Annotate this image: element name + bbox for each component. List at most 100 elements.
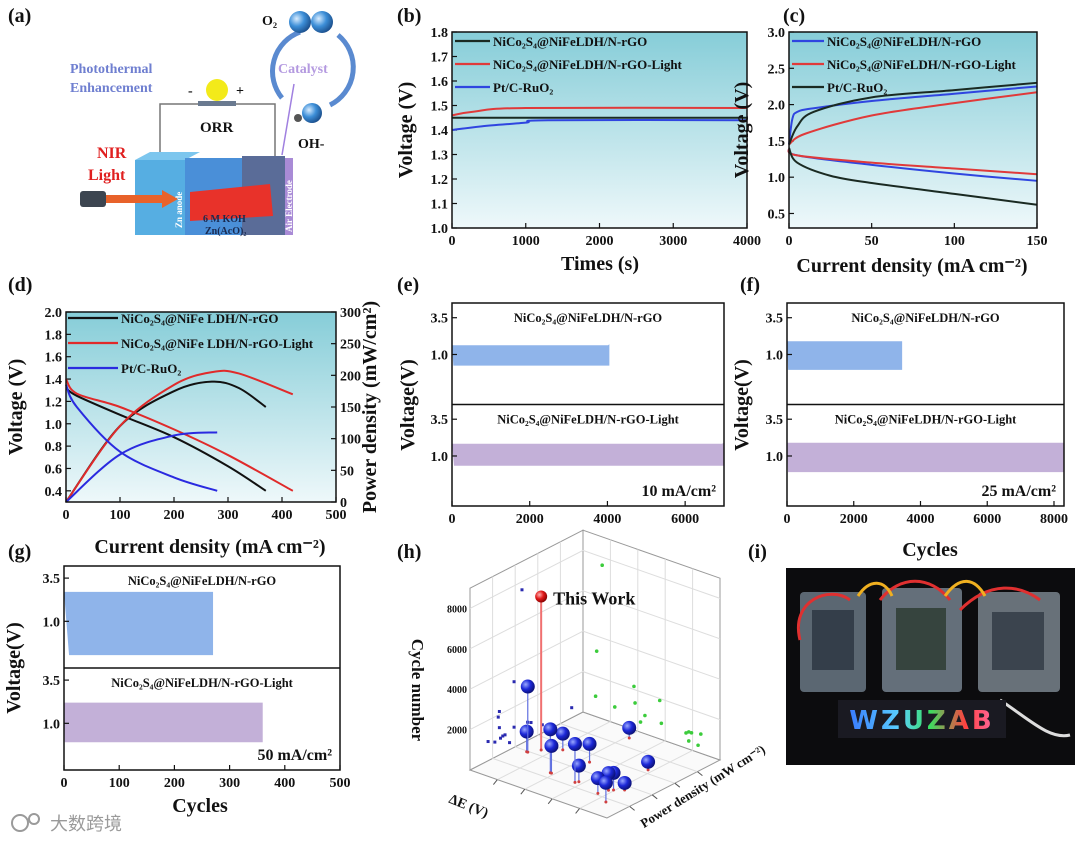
left-wall-projection: [503, 733, 507, 737]
floor-projection: [627, 736, 631, 740]
x-tick-label: 3000: [659, 234, 687, 249]
plot-frame: [786, 302, 1065, 507]
right-wall-projection: [643, 713, 647, 718]
yellow-wire: [856, 579, 987, 597]
panel-label-a: (a): [8, 5, 31, 27]
koh-text: 6 M KOH: [203, 214, 246, 225]
y-tick-label: 2.0: [768, 99, 786, 114]
y2-tick-label: 250: [340, 338, 361, 353]
x-tick-label: 100: [109, 776, 130, 791]
this-work-label: This Work: [553, 589, 635, 609]
plot-area: [452, 32, 747, 228]
y2-tick-label: 150: [340, 401, 361, 416]
right-wall-projection: [632, 684, 636, 689]
data-point: [555, 726, 570, 741]
panel-label: (g): [8, 541, 31, 563]
x-tick-label: 4000: [733, 234, 761, 249]
right-wall-projection: [699, 732, 703, 736]
y-tick-label: 1.0: [431, 348, 449, 363]
y-tick-label: 0.4: [45, 485, 63, 500]
x-axis-label: ΔE (V): [446, 792, 490, 821]
zn-salt-text: Zn(AcO)₂: [205, 226, 246, 237]
y-tick-label: 1.0: [431, 222, 449, 237]
y-tick-label: 3.5: [43, 572, 61, 587]
legend-entry: NiCo₂S₄@NiFeLDH/N-rGO-Light: [493, 57, 683, 72]
plot-frame: [65, 311, 337, 503]
x-tick-label: 2000: [586, 234, 614, 249]
left-wall-projection: [486, 740, 490, 744]
left-wall-projection: [520, 588, 524, 592]
x-tick-label: 0: [63, 508, 70, 523]
y-tick-label: 1.8: [431, 26, 449, 41]
x-tick-label: 100: [110, 508, 131, 523]
x-tick-label: 4000: [593, 512, 621, 527]
chart-panel-g: (g) Cycles Voltage(V) 0 100 200 300 400 500 1.0 3.…: [3, 541, 351, 817]
y2-tick-label: 100: [340, 433, 361, 448]
y-tick: [651, 794, 658, 800]
legend-entry: NiCo₂S₄@NiFeLDH/N-rGO: [493, 34, 647, 49]
cycle-arrow-right: [328, 33, 356, 108]
floor-projection: [526, 750, 530, 754]
subplot-title: NiCo₂S₄@NiFeLDH/N-rGO-Light: [111, 676, 293, 690]
y-tick-label: 1.2: [45, 395, 63, 410]
y-tick-label: 1.0: [766, 348, 784, 363]
y-tick: [674, 782, 681, 788]
legend-entry: Pt/C-RuO₂: [493, 80, 553, 95]
watermark: 大数跨境: [11, 813, 122, 835]
left-wall-projection: [512, 680, 516, 684]
series-line: [451, 106, 748, 117]
y-tick-label: 0.6: [45, 462, 63, 477]
y-axis-label: Voltage(V): [3, 622, 25, 713]
x-tick-label: 300: [219, 776, 240, 791]
voltage-band: [64, 702, 263, 743]
x-axis-label: Cycles: [902, 539, 958, 561]
floor-projection: [612, 788, 616, 792]
panel-label: (h): [397, 541, 421, 563]
laser-source-icon: [80, 191, 106, 207]
o2-molecule-atom: [311, 11, 333, 33]
catalyst-text: Catalyst: [278, 62, 328, 77]
anode-top: [135, 152, 200, 160]
right-wall-projection: [659, 721, 664, 726]
x-axis-label: Times (s): [561, 253, 639, 275]
x-tick-label: 500: [326, 508, 347, 523]
left-wall-projection: [512, 725, 516, 729]
floor-projection: [604, 800, 608, 804]
data-point: [582, 736, 597, 751]
y-tick-label: 1.0: [431, 450, 449, 465]
right-wall-projection: [689, 731, 694, 735]
legend-entry: NiCo₂S₄@NiFeLDH/N-rGO-Light: [827, 57, 1017, 72]
x-tick-label: 4000: [906, 512, 934, 527]
y-axis-label: Voltage (V): [5, 359, 27, 455]
right-wall-projection: [593, 694, 598, 699]
x-tick-label: 6000: [973, 512, 1001, 527]
y-tick-label: 1.4: [431, 124, 449, 139]
y-tick-label: 1.0: [43, 615, 61, 630]
right-wall-projection: [612, 705, 617, 709]
chart-panel-c: (c) Current density (mA cm⁻²) Voltage (V) 0…: [731, 5, 1048, 277]
right-wall-projection: [684, 731, 688, 735]
cycle-arrow-left: [270, 29, 301, 100]
current-density-annotation: 50 mA/cm²: [257, 747, 332, 764]
series-line: [788, 85, 1038, 145]
x-tick-label: 400: [272, 508, 293, 523]
laser-beam: [106, 195, 164, 203]
x-tick-label: 150: [1027, 234, 1048, 249]
bulb-base: [198, 101, 236, 106]
voltage-band: [64, 591, 214, 656]
series-line: [65, 378, 294, 492]
y-tick-label: 2.0: [45, 306, 63, 321]
oh-atom: [302, 103, 322, 123]
grid-line: [469, 630, 721, 690]
nir-beam-cone: [190, 184, 273, 221]
y-tick: [629, 806, 635, 811]
oh-text: OH-: [298, 137, 325, 152]
floor-projection: [539, 748, 543, 752]
y-tick-label: 1.1: [431, 198, 449, 213]
y-tick-label: 3.5: [43, 674, 61, 689]
floor-projection: [588, 760, 592, 764]
y-tick-label: 1.5: [768, 135, 786, 150]
air-electrode-text: Air Electrode: [284, 180, 294, 232]
y-tick-label: 1.0: [766, 450, 784, 465]
